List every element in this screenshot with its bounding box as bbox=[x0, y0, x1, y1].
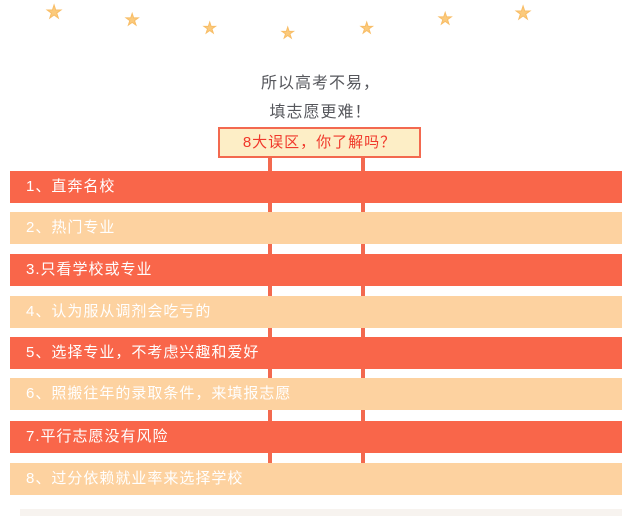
star-icon: ★ bbox=[514, 3, 532, 23]
misconception-item-8: 8、过分依赖就业率来选择学校 bbox=[10, 463, 622, 495]
star-icon: ★ bbox=[202, 20, 217, 37]
intro-line-1: 所以高考不易， bbox=[260, 75, 380, 92]
title-box: 8大误区，你了解吗？ bbox=[218, 127, 421, 158]
star-icon: ★ bbox=[280, 25, 295, 42]
bottom-divider-strip bbox=[20, 509, 622, 516]
star-icon: ★ bbox=[124, 12, 140, 29]
misconception-item-3: 3.只看学校或专业 bbox=[10, 254, 622, 286]
misconception-item-6: 6、照搬往年的录取条件，来填报志愿 bbox=[10, 378, 622, 410]
misconception-item-5: 5、选择专业，不考虑兴趣和爱好 bbox=[10, 337, 622, 369]
misconception-item-4: 4、认为服从调剂会吃亏的 bbox=[10, 296, 622, 328]
intro-text: 所以高考不易， 填志愿更难！ bbox=[0, 69, 641, 127]
misconception-item-1: 1、直奔名校 bbox=[10, 171, 622, 203]
misconception-item-2: 2、热门专业 bbox=[10, 212, 622, 244]
star-icon: ★ bbox=[45, 2, 63, 22]
intro-line-2: 填志愿更难！ bbox=[269, 104, 372, 121]
star-icon: ★ bbox=[359, 20, 374, 37]
star-icon: ★ bbox=[437, 11, 453, 28]
misconception-item-7: 7.平行志愿没有风险 bbox=[10, 421, 622, 453]
